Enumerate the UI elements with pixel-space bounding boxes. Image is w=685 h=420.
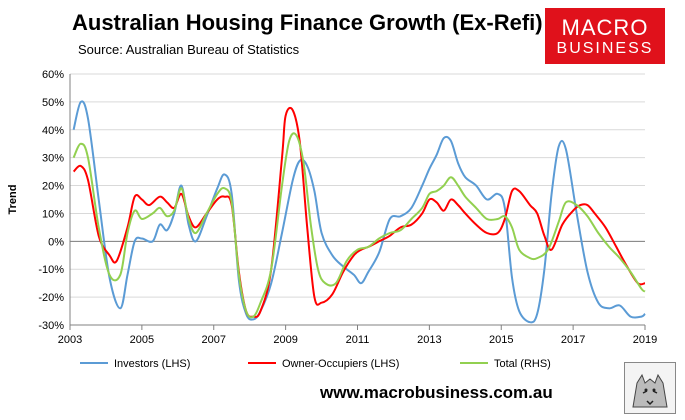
y-tick-label: 20% xyxy=(42,181,64,193)
y-tick-label: 60% xyxy=(42,69,64,81)
chart-series xyxy=(72,100,646,324)
footer-website-link[interactable]: www.macrobusiness.com.au xyxy=(320,383,553,402)
x-tick-label: 2009 xyxy=(273,334,297,346)
legend-total: Total (RHS) xyxy=(460,358,551,370)
wolf-logo-icon xyxy=(624,362,676,414)
y-tick-label: 0% xyxy=(48,236,64,248)
series-line-investors xyxy=(72,100,646,324)
logo-line-2: BUSINESS xyxy=(556,40,654,57)
chart-source: Source: Australian Bureau of Statistics xyxy=(78,42,300,57)
x-tick-label: 2011 xyxy=(346,334,370,346)
macrobusiness-logo[interactable]: MACRO BUSINESS xyxy=(545,8,665,64)
y-tick-label: 40% xyxy=(42,125,64,137)
legend-owner-occupiers: Owner-Occupiers (LHS) xyxy=(248,358,399,370)
y-tick-label: -20% xyxy=(38,292,64,304)
chart-axes: -30% -20% -10% 0% 10% 20% 30% 40% 50% 60% 2003 2005… xyxy=(7,69,657,346)
y-tick-label: -10% xyxy=(38,264,64,276)
legend-label: Owner-Occupiers (LHS) xyxy=(282,358,399,370)
x-tick-label: 2003 xyxy=(58,334,82,346)
logo-line-1: MACRO xyxy=(561,15,649,40)
x-tick-label: 2007 xyxy=(202,334,226,346)
legend-investors: Investors (LHS) xyxy=(80,358,190,370)
page-title: Australian Housing Finance Growth (Ex-Re… xyxy=(72,10,543,35)
y-tick-label: 30% xyxy=(42,153,64,165)
x-tick-label: 2005 xyxy=(130,334,154,346)
y-tick-label: -30% xyxy=(38,320,64,332)
y-tick-label: 50% xyxy=(42,97,64,109)
x-tick-label: 2015 xyxy=(489,334,513,346)
y-axis-title: Trend xyxy=(7,185,19,215)
x-tick-label: 2019 xyxy=(633,334,657,346)
chart-legend: Investors (LHS) Owner-Occupiers (LHS) Tota… xyxy=(80,358,551,370)
legend-label: Investors (LHS) xyxy=(114,358,190,370)
series-line-total xyxy=(72,132,646,319)
series-line-owner-occupiers xyxy=(72,106,646,318)
x-tick-label: 2017 xyxy=(561,334,585,346)
x-tick-label: 2013 xyxy=(417,334,441,346)
housing-finance-chart: -30% -20% -10% 0% 10% 20% 30% 40% 50% 60% 2003 2005… xyxy=(7,69,657,370)
legend-label: Total (RHS) xyxy=(494,358,551,370)
y-tick-label: 10% xyxy=(42,208,64,220)
